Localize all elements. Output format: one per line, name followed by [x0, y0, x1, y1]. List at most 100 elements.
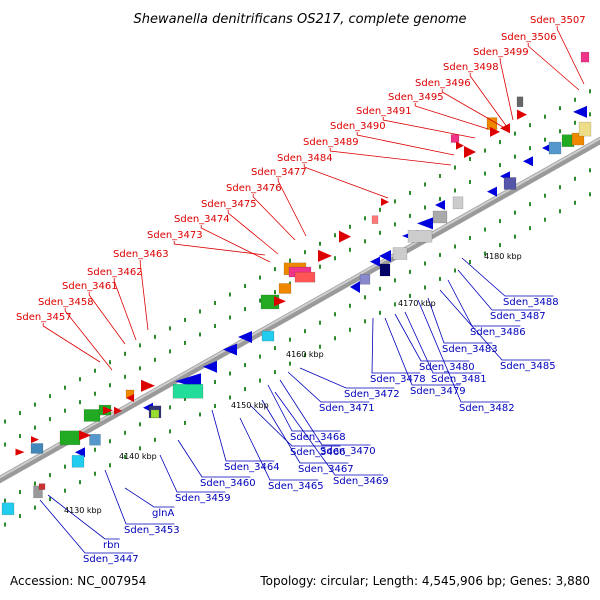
track-dot	[154, 334, 156, 339]
track-dot	[439, 196, 441, 201]
kbp-tick-label: 4140 kbp	[119, 452, 157, 461]
track-dot	[139, 366, 141, 371]
track-dot	[199, 332, 201, 337]
gene-arrow-forward	[456, 141, 464, 150]
track-dot	[364, 216, 366, 221]
track-dot	[424, 285, 426, 290]
gene-arrow-forward	[318, 249, 332, 262]
gene-box	[392, 247, 408, 260]
track-dot	[34, 402, 36, 407]
track-dot	[424, 205, 426, 210]
leader-line	[88, 292, 126, 345]
track-dot	[4, 522, 6, 527]
track-dot	[94, 447, 96, 452]
leader-line	[274, 391, 384, 476]
leader-line	[211, 409, 275, 462]
leader-line	[414, 103, 489, 130]
track-dot	[4, 498, 6, 503]
track-dot	[334, 336, 336, 341]
leader-line	[447, 279, 521, 327]
track-dot	[379, 230, 381, 235]
leader-line	[356, 132, 455, 156]
gene-box	[71, 455, 85, 468]
track-dot	[454, 165, 456, 170]
track-dot	[229, 315, 231, 320]
leader-line	[303, 164, 389, 199]
gene-arrow-forward	[339, 230, 351, 243]
track-dot	[109, 360, 111, 365]
track-dot	[64, 385, 66, 390]
leader-line	[159, 454, 226, 493]
track-dot	[319, 241, 321, 246]
track-dot	[244, 387, 246, 392]
track-dot	[409, 213, 411, 218]
gene-label-upper: Sden_3507	[530, 15, 586, 26]
gene-label-lower: Sden_3478	[370, 374, 426, 385]
track-dot	[169, 349, 171, 354]
gene-label-lower: Sden_3487	[490, 311, 546, 322]
leader-line	[173, 241, 266, 256]
gene-label-upper: Sden_3490	[330, 121, 386, 132]
gene-arrow-forward	[79, 430, 91, 441]
gene-box	[1, 502, 15, 516]
track-dot	[259, 298, 261, 303]
kbp-tick-label: 4150 kbp	[231, 401, 269, 410]
track-dot	[514, 234, 516, 239]
track-dot	[169, 429, 171, 434]
track-dot	[109, 383, 111, 388]
track-dot	[199, 412, 201, 417]
gene-box	[452, 196, 464, 210]
kbp-tick-label: 4180 kbp	[484, 252, 522, 261]
track-dot	[409, 190, 411, 195]
gene-box	[516, 96, 524, 108]
track-dot	[319, 344, 321, 349]
gene-arrow-forward	[103, 406, 113, 415]
track-dot	[574, 97, 576, 102]
gene-arrow-forward	[464, 146, 476, 159]
track-dot	[64, 488, 66, 493]
leader-line	[249, 404, 341, 447]
gene-label-lower: Sden_3467	[298, 464, 354, 475]
gene-box	[503, 177, 517, 190]
gene-label-lower: Sden_3481	[431, 374, 487, 385]
track-dot	[349, 224, 351, 229]
gene-arrow-reverse	[417, 217, 433, 230]
leader-line	[47, 494, 120, 540]
gene-label-upper: Sden_3457	[16, 312, 72, 323]
gene-arrow-reverse	[238, 331, 252, 344]
leader-line	[439, 289, 551, 361]
leader-line	[461, 257, 554, 297]
track-dot	[19, 490, 21, 495]
gene-labels: Sden_3457 Sden_3458 Sden_3461 Sden_3462 Sden…	[16, 15, 586, 565]
track-dot	[499, 163, 501, 168]
gene-box	[371, 215, 379, 224]
gene-label-upper: Sden_3484	[277, 153, 333, 164]
track-dot	[589, 112, 591, 117]
gene-arrow-forward	[141, 379, 155, 392]
gene-arrow-reverse	[379, 250, 391, 263]
gene-label-lower: Sden_3460	[200, 478, 256, 489]
gene-label-lower: glnA	[152, 508, 174, 519]
gene-box	[83, 409, 101, 422]
kbp-tick-label: 4170 kbp	[398, 299, 436, 308]
track-dot	[34, 425, 36, 430]
gene-label-lower: Sden_3482	[459, 403, 515, 414]
gene-label-lower: Sden_3485	[500, 361, 556, 372]
gene-label-upper: Sden_3475	[201, 199, 257, 210]
track-dot	[94, 368, 96, 373]
kbp-ticks: 4130 kbp 4140 kbp 4150 kbp 4160 kbp 4170 kbp…	[64, 252, 522, 515]
track-dot	[124, 351, 126, 356]
gene-box	[38, 483, 46, 490]
track-dot	[109, 439, 111, 444]
leader-line	[287, 371, 370, 403]
track-dot	[34, 505, 36, 510]
gene-label-upper: Sden_3498	[443, 62, 499, 73]
track-dot	[259, 378, 261, 383]
track-dot	[319, 264, 321, 269]
track-dot	[349, 247, 351, 252]
leader-line	[457, 269, 541, 311]
gene-label-lower: Sden_3486	[470, 327, 526, 338]
track-dot	[514, 154, 516, 159]
gene-label-upper: Sden_3496	[415, 78, 471, 89]
